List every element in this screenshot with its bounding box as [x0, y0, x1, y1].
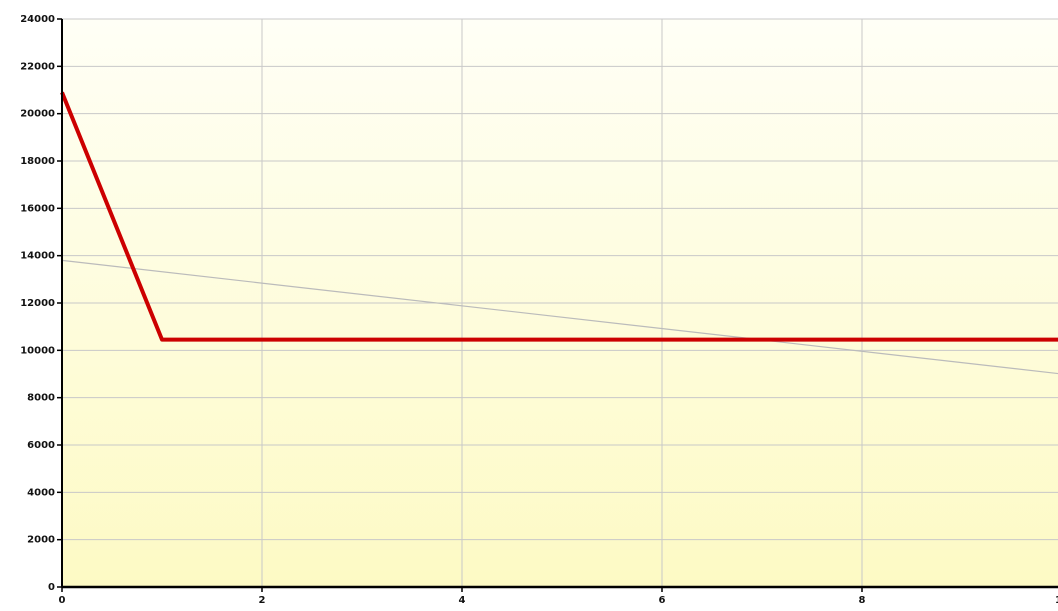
y-tick-label: 18000 [20, 156, 55, 167]
y-tick-label: 0 [48, 582, 55, 593]
y-tick-label: 20000 [20, 109, 55, 120]
y-tick-label: 24000 [20, 14, 55, 25]
y-tick-label: 22000 [20, 61, 55, 72]
x-tick-label: 8 [859, 595, 866, 606]
data-line [60, 91, 1058, 342]
x-tick-label: 4 [459, 595, 466, 606]
y-tick-label: 16000 [20, 203, 55, 214]
y-tick-label: 4000 [27, 487, 55, 498]
y-tick-label: 12000 [20, 298, 55, 309]
y-tick-label: 14000 [20, 251, 55, 262]
x-tick-label: 2 [259, 595, 266, 606]
y-tick-label: 2000 [27, 535, 55, 546]
y-tick-label: 6000 [27, 440, 55, 451]
x-tick-label: 10 [1055, 595, 1058, 606]
x-tick-label: 6 [659, 595, 666, 606]
data-line [61, 259, 1058, 375]
y-tick-label: 8000 [27, 393, 55, 404]
x-tick-label: 0 [59, 595, 66, 606]
y-tick-label: 10000 [20, 345, 55, 356]
